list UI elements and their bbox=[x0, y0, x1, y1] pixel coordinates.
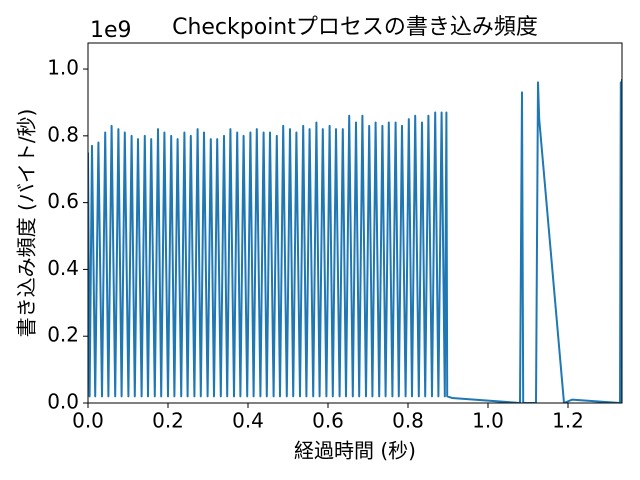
plot-frame bbox=[87, 42, 623, 404]
x-tick-label: 1.0 bbox=[472, 409, 504, 433]
x-tick-label: 0.8 bbox=[392, 409, 424, 433]
x-tick-label: 0.0 bbox=[72, 409, 104, 433]
data-line bbox=[88, 79, 622, 403]
y-tick-label: 0.0 bbox=[47, 390, 79, 414]
y-tick-label: 0.8 bbox=[47, 122, 79, 146]
y-tick-label: 0.4 bbox=[47, 256, 79, 280]
y-tick-label: 0.2 bbox=[47, 323, 79, 347]
x-tick-label: 0.4 bbox=[232, 409, 264, 433]
x-tick-label: 0.6 bbox=[312, 409, 344, 433]
y-tick-label: 0.6 bbox=[47, 189, 79, 213]
y-tick-label: 1.0 bbox=[47, 56, 79, 80]
chart-title: Checkpointプロセスの書き込み頻度 bbox=[172, 15, 538, 40]
x-axis-label: 経過時間 (秒) bbox=[294, 439, 416, 463]
x-tick-label: 1.2 bbox=[552, 409, 584, 433]
y-axis-label: 書き込み頻度 (バイト/秒) bbox=[15, 109, 39, 338]
y-offset-label: 1e9 bbox=[90, 18, 132, 43]
x-tick-label: 0.2 bbox=[152, 409, 184, 433]
